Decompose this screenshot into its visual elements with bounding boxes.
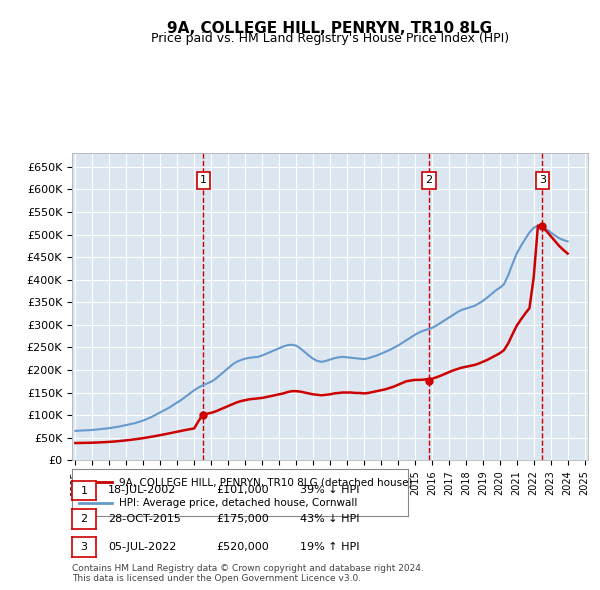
Text: Price paid vs. HM Land Registry's House Price Index (HPI): Price paid vs. HM Land Registry's House … <box>151 32 509 45</box>
Text: 3: 3 <box>539 175 546 185</box>
Text: 3: 3 <box>80 542 88 552</box>
Text: 39% ↓ HPI: 39% ↓ HPI <box>300 486 359 495</box>
Text: £175,000: £175,000 <box>216 514 269 523</box>
Text: £101,000: £101,000 <box>216 486 269 495</box>
Text: 1: 1 <box>200 175 207 185</box>
Text: HPI: Average price, detached house, Cornwall: HPI: Average price, detached house, Corn… <box>119 498 358 508</box>
Text: 43% ↓ HPI: 43% ↓ HPI <box>300 514 359 523</box>
Text: 28-OCT-2015: 28-OCT-2015 <box>108 514 181 523</box>
Text: 18-JUL-2002: 18-JUL-2002 <box>108 486 176 495</box>
Text: 1: 1 <box>80 486 88 496</box>
Text: 9A, COLLEGE HILL, PENRYN, TR10 8LG (detached house): 9A, COLLEGE HILL, PENRYN, TR10 8LG (deta… <box>119 477 413 487</box>
Text: 05-JUL-2022: 05-JUL-2022 <box>108 542 176 552</box>
Text: £520,000: £520,000 <box>216 542 269 552</box>
Text: 2: 2 <box>80 514 88 524</box>
Text: Contains HM Land Registry data © Crown copyright and database right 2024.
This d: Contains HM Land Registry data © Crown c… <box>72 563 424 583</box>
Text: 2: 2 <box>425 175 433 185</box>
Text: 19% ↑ HPI: 19% ↑ HPI <box>300 542 359 552</box>
Text: 9A, COLLEGE HILL, PENRYN, TR10 8LG: 9A, COLLEGE HILL, PENRYN, TR10 8LG <box>167 21 493 35</box>
